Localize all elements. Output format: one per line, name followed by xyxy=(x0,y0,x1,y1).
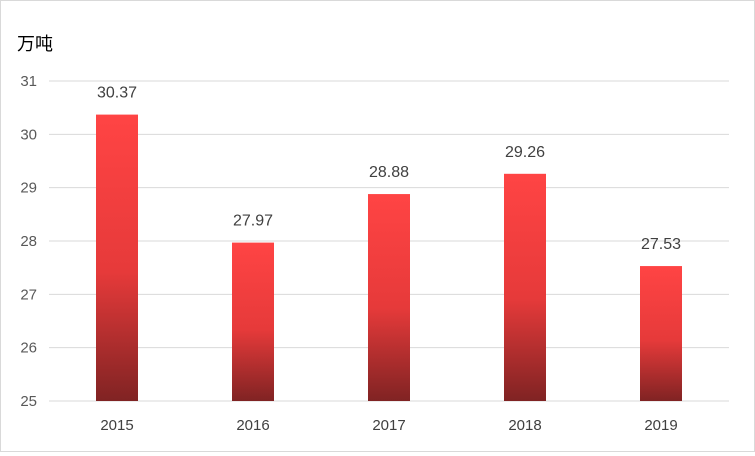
data-labels: 30.37 27.97 28.88 29.26 27.53 xyxy=(97,85,681,253)
y-axis-unit-label: 万吨 xyxy=(17,34,53,55)
data-label-2015: 30.37 xyxy=(97,85,137,102)
y-tick-label-30: 30 xyxy=(20,126,37,143)
x-tick-label-2015: 2015 xyxy=(100,417,133,434)
x-tick-label-2019: 2019 xyxy=(644,417,677,434)
y-tick-label-28: 28 xyxy=(20,233,37,250)
y-tick-label-26: 26 xyxy=(20,340,37,357)
x-tick-label-2016: 2016 xyxy=(236,417,269,434)
data-label-2018: 29.26 xyxy=(505,144,545,161)
y-tick-label-31: 31 xyxy=(20,73,37,90)
y-tick-label-29: 29 xyxy=(20,180,37,197)
bar-2017 xyxy=(368,194,410,401)
y-tick-label-25: 25 xyxy=(20,393,37,410)
bars xyxy=(96,114,682,401)
y-tick-label-27: 27 xyxy=(20,286,37,303)
data-label-2016: 27.97 xyxy=(233,213,273,230)
bar-2016 xyxy=(232,242,274,401)
data-label-2019: 27.53 xyxy=(641,236,681,253)
data-label-2017: 28.88 xyxy=(369,164,409,181)
bar-2019 xyxy=(640,266,682,401)
bar-2015 xyxy=(96,114,138,401)
x-tick-label-2018: 2018 xyxy=(508,417,541,434)
y-axis-ticks: 25 26 27 28 29 30 31 xyxy=(20,73,37,410)
x-tick-label-2017: 2017 xyxy=(372,417,405,434)
bar-2018 xyxy=(504,173,546,401)
x-axis-ticks: 2015 2016 2017 2018 2019 xyxy=(100,417,677,434)
